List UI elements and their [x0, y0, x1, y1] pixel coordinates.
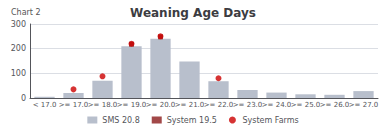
svg-text:Weaning Age Days: Weaning Age Days [130, 6, 256, 20]
svg-text:System 19.5: System 19.5 [167, 116, 217, 125]
svg-text:< 17.0: < 17.0 [33, 101, 57, 109]
svg-text:Chart 2: Chart 2 [11, 8, 41, 17]
svg-text:200: 200 [11, 44, 26, 53]
svg-text:>= 22.0: >= 22.0 [204, 101, 234, 109]
svg-text:>= 24.0: >= 24.0 [262, 101, 292, 109]
svg-text:0: 0 [21, 94, 26, 103]
svg-text:>= 20.0: >= 20.0 [146, 101, 176, 109]
svg-text:>= 23.0: >= 23.0 [233, 101, 263, 109]
svg-text:100: 100 [11, 69, 26, 78]
svg-text:>= 21.0: >= 21.0 [175, 101, 205, 109]
svg-text:>= 26.0: >= 26.0 [320, 101, 350, 109]
svg-text:300: 300 [11, 20, 26, 29]
svg-text:SMS 20.8: SMS 20.8 [102, 116, 139, 125]
svg-text:>= 27.0: >= 27.0 [349, 101, 379, 109]
svg-text:>= 17.0: >= 17.0 [59, 101, 89, 109]
svg-text:>= 18.0: >= 18.0 [88, 101, 118, 109]
svg-text:>= 25.0: >= 25.0 [291, 101, 321, 109]
svg-text:>= 19.0: >= 19.0 [117, 101, 147, 109]
svg-text:System Farms: System Farms [242, 116, 298, 125]
